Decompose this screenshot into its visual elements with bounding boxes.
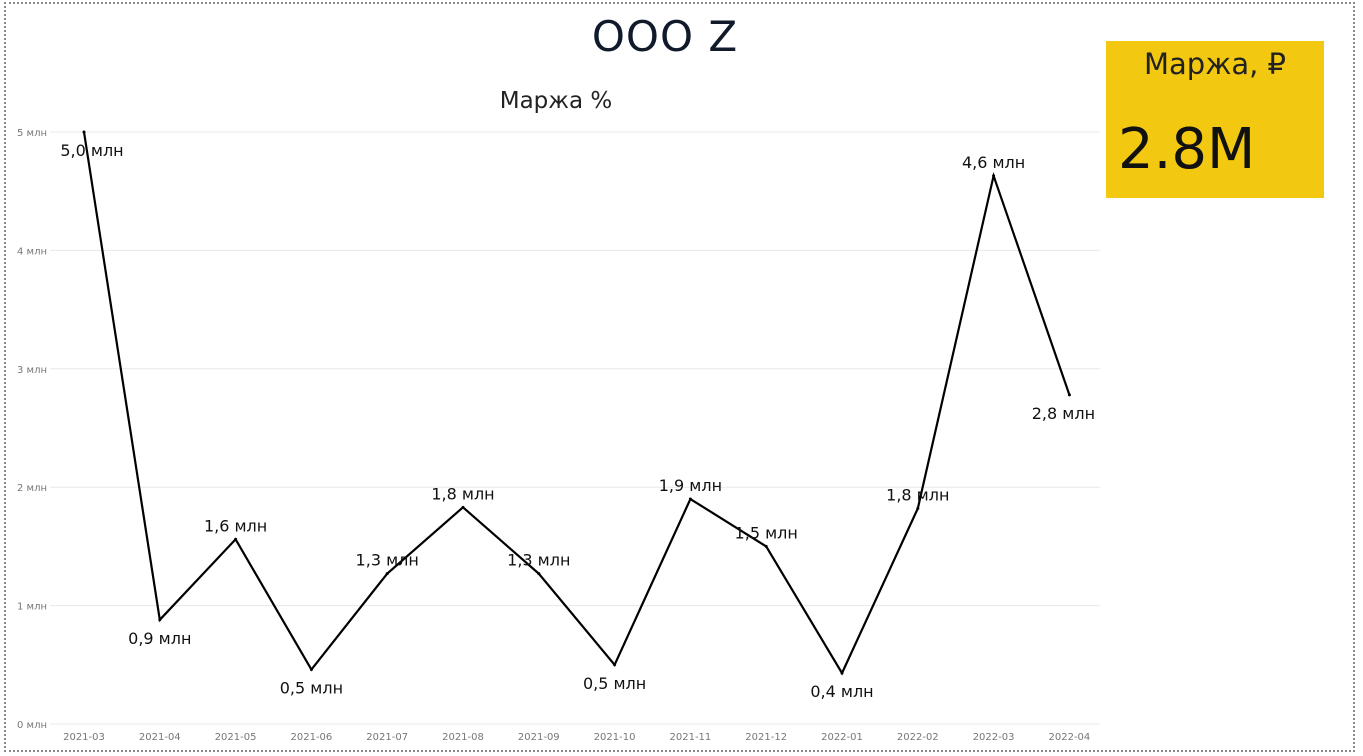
data-point [764,544,768,548]
data-label: 0,5 млн [583,674,646,693]
y-tick-label: 1 млн [17,602,47,613]
x-tick-label: 2022-04 [1049,732,1091,743]
data-label: 1,3 млн [507,551,570,570]
data-label: 1,9 млн [659,476,722,495]
report-frame [4,2,1355,752]
kpi-label: Маржа, ₽ [1144,47,1286,81]
data-point [613,663,617,667]
data-label: 1,6 млн [204,516,267,535]
data-label: 1,8 млн [886,486,949,505]
kpi-value: 2.8M [1118,117,1256,182]
x-tick-label: 2021-12 [745,732,787,743]
data-label: 0,4 млн [810,682,873,701]
data-label: 1,5 млн [735,523,798,542]
data-label: 0,9 млн [128,629,191,648]
data-point [1067,393,1071,397]
data-point [82,130,86,134]
y-tick-label: 0 млн [17,720,47,731]
chart-title: Маржа % [499,88,613,114]
data-label: 2,8 млн [1032,404,1095,423]
y-tick-label: 3 млн [17,365,47,376]
data-point [992,174,996,178]
y-tick-label: 4 млн [17,246,47,257]
data-point [688,497,692,501]
x-tick-label: 2022-02 [897,732,939,743]
data-point [461,505,465,509]
x-tick-label: 2021-03 [63,732,105,743]
x-tick-label: 2021-05 [215,732,257,743]
x-tick-label: 2021-11 [670,732,712,743]
data-point [537,572,541,576]
y-tick-label: 5 млн [17,128,47,139]
x-tick-label: 2021-09 [518,732,560,743]
x-tick-label: 2021-10 [594,732,636,743]
data-label: 0,5 млн [280,679,343,698]
page-title: ООО Z [591,12,739,61]
data-label: 1,3 млн [356,551,419,570]
series-line [82,131,1071,676]
x-tick-label: 2021-08 [442,732,484,743]
data-point [234,537,238,541]
data-label: 5,0 млн [60,141,123,160]
data-point [158,618,162,622]
data-point [840,671,844,675]
x-tick-label: 2022-01 [821,732,863,743]
data-label: 4,6 млн [962,153,1025,172]
data-point [916,507,920,511]
x-tick-label: 2021-04 [139,732,181,743]
x-tick-label: 2022-03 [973,732,1015,743]
x-tick-label: 2021-07 [366,732,408,743]
data-point [385,572,389,576]
kpi-card[interactable]: Маржа, ₽ 2.8M [1106,41,1324,198]
y-tick-label: 2 млн [17,483,47,494]
x-tick-label: 2021-06 [291,732,333,743]
data-label: 1,8 млн [431,484,494,503]
data-point [309,668,313,672]
